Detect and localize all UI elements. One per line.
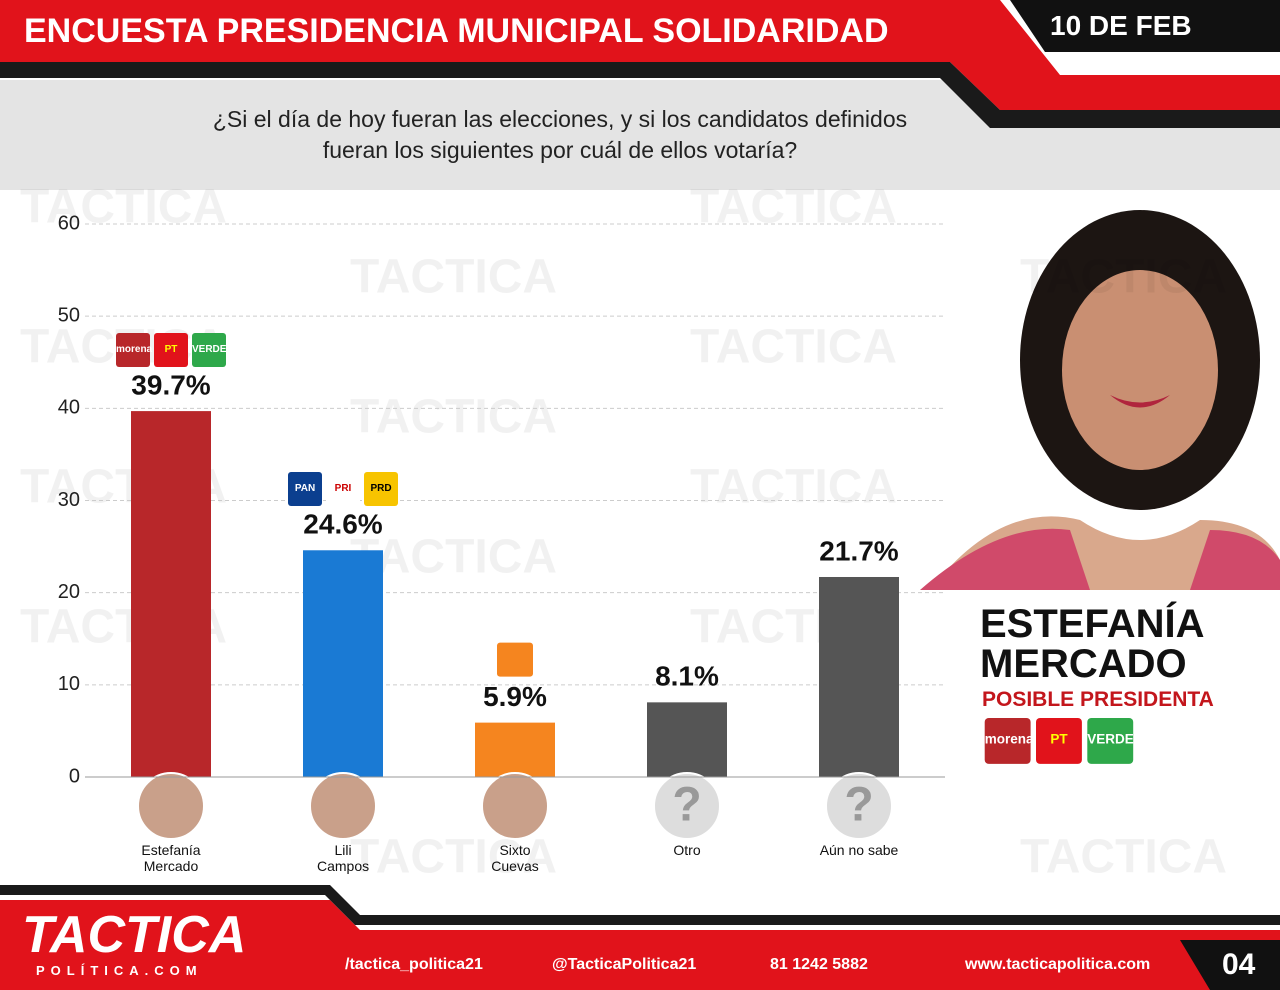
party-logos: PAN PRI PRD (283, 472, 403, 507)
party-logo: morena (984, 718, 1033, 764)
footer-stripe (0, 885, 1280, 925)
value-label: 21.7% (819, 535, 898, 566)
y-tick-label: 20 (58, 581, 80, 603)
candidate-photo (137, 772, 205, 840)
brand: TACTICA (22, 906, 247, 964)
y-tick-label: 10 (58, 673, 80, 695)
brand-sub: POLÍTICA.COM (36, 963, 203, 978)
y-tick-label: 40 (58, 397, 80, 419)
party-logo: PT (154, 333, 188, 368)
x-tick-label: Otro (673, 842, 701, 858)
photo (920, 210, 1280, 590)
website: www.tacticapolitica.com (965, 956, 1151, 973)
featured-role: POSIBLE PRESIDENTA (982, 688, 1214, 711)
y-tick-label: 30 (58, 489, 80, 511)
party-logo: PT (1036, 718, 1082, 764)
unknown-icon: ? (844, 779, 873, 832)
x-tick-label: Lili Campos (317, 842, 370, 874)
watermark: TACTICA (690, 461, 897, 514)
watermark: TACTICA (690, 321, 897, 374)
unknown-icon: ? (672, 779, 701, 832)
watermark: TACTICA (350, 251, 557, 304)
bar (475, 722, 555, 777)
y-tick-label: 50 (58, 304, 80, 326)
bar (819, 576, 899, 777)
whatsapp: 81 1242 5882 (770, 956, 868, 973)
watermark: TACTICA (350, 531, 557, 584)
watermark: TACTICA (690, 181, 897, 234)
footer-band (0, 900, 1280, 990)
x-tick-label: Sixto Cuevas (491, 842, 539, 874)
watermark: TACTICA (350, 391, 557, 444)
x-tick-label: Aún no sabe (819, 842, 899, 858)
party-logo (497, 642, 533, 677)
date-tab (1010, 0, 1280, 52)
title: ENCUESTA PRESIDENCIA MUNICIPAL SOLIDARID… (24, 12, 889, 50)
party-logo: morena (116, 333, 152, 368)
bar (303, 550, 383, 777)
y-tick-label: 0 (69, 765, 80, 787)
page-number: 04 (1222, 948, 1256, 981)
featured-logos: morena PT VERDE (982, 718, 1136, 764)
question: ¿Si el día de hoy fueran las elecciones,… (212, 106, 908, 163)
value-label: 8.1% (655, 661, 719, 692)
x-tick-label: Estefanía Mercado (141, 842, 201, 874)
bar (131, 411, 211, 777)
value-label: 5.9% (483, 681, 547, 712)
party-logo: VERDE (1087, 718, 1134, 764)
value-label: 24.6% (303, 509, 382, 540)
party-logos: morena PT VERDE (111, 333, 231, 368)
candidate-photo (309, 772, 377, 840)
bar (647, 702, 727, 777)
party-logo: PRI (326, 472, 360, 507)
candidate-photo (825, 772, 893, 840)
page-tab (1180, 940, 1280, 990)
watermark: TACTICA (1020, 831, 1227, 884)
watermark: TACTICA (350, 831, 557, 884)
value-label: 39.7% (131, 369, 210, 400)
watermark: TACTICA (1020, 251, 1227, 304)
candidate-photo (481, 772, 549, 840)
party-logo: PAN (288, 472, 322, 507)
party-logo: PRD (364, 472, 398, 507)
header-band (0, 0, 1280, 110)
y-tick-label: 60 (58, 212, 80, 234)
instagram: @TacticaPolitica21 (552, 956, 697, 973)
date: 10 DE FEB (1050, 10, 1192, 41)
header-stripe (0, 62, 1280, 128)
candidate-photo (653, 772, 721, 840)
party-logo: VERDE (192, 333, 226, 368)
featured-name: ESTEFANÍA MERCADO (980, 602, 1203, 686)
facebook: /tactica_politica21 (345, 956, 483, 973)
watermark: TACTICA (20, 181, 227, 234)
